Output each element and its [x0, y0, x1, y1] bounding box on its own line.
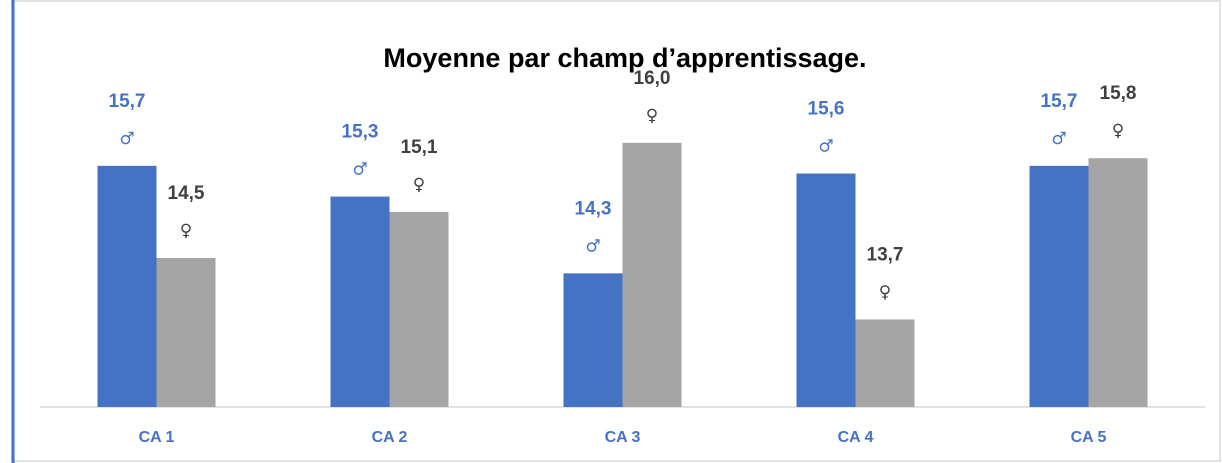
bar [330, 196, 390, 407]
series-symbol: ♂ [818, 137, 833, 157]
bar [1088, 158, 1148, 407]
series-symbol: ♂ [352, 160, 367, 180]
bar [156, 258, 216, 407]
x-tick-label: CA 5 [1071, 429, 1107, 446]
data-label: 13,7 [867, 244, 904, 265]
series-symbol: ♀ [879, 282, 891, 302]
series-symbol: ♀ [413, 175, 425, 195]
series-symbol: ♂ [585, 236, 600, 256]
series-symbol: ♀ [646, 106, 658, 126]
bar [622, 142, 682, 407]
data-label: 15,8 [1100, 83, 1137, 104]
bar [563, 273, 623, 407]
data-label: 14,5 [168, 183, 205, 204]
data-label: 16,0 [634, 68, 671, 89]
data-label: 15,1 [401, 137, 438, 158]
data-label: 15,6 [808, 99, 845, 120]
x-tick-label: CA 3 [605, 429, 641, 446]
series-symbol: ♂ [1051, 129, 1066, 149]
bar [1029, 165, 1089, 407]
bar [389, 211, 449, 407]
x-tick-label: CA 1 [139, 429, 175, 446]
bar [97, 165, 157, 407]
chart-title: Moyenne par champ d’apprentissage. [383, 43, 866, 73]
x-tick-label: CA 2 [372, 429, 408, 446]
data-label: 15,3 [342, 122, 379, 143]
series-symbol: ♀ [1112, 121, 1124, 141]
bar [796, 173, 856, 407]
data-label: 15,7 [109, 91, 146, 112]
x-tick-label: CA 4 [838, 429, 874, 446]
data-label: 15,7 [1041, 91, 1078, 112]
data-label: 14,3 [575, 198, 612, 219]
bar [855, 319, 915, 407]
series-symbol: ♂ [119, 129, 134, 149]
series-symbol: ♀ [180, 221, 192, 241]
